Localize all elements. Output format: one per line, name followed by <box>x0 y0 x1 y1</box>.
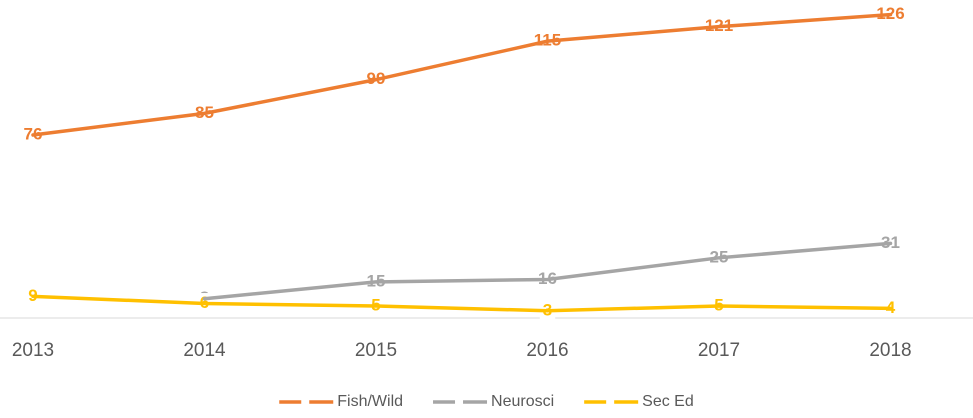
legend-label: Sec Ed <box>642 393 694 410</box>
legend-label: Neurosci <box>491 393 554 410</box>
x-tick-label: 2013 <box>12 340 54 361</box>
legend: Fish/Wild Neurosci Sec Ed <box>279 393 694 410</box>
series-line <box>31 12 893 137</box>
data-labels: 768599115121126815162531965354 <box>20 4 908 320</box>
legend-item: Sec Ed <box>584 393 694 410</box>
x-tick-label: 2018 <box>869 340 911 361</box>
x-tick-label: 2015 <box>355 340 397 361</box>
legend-label: Fish/Wild <box>337 393 403 410</box>
legend-item: Fish/Wild <box>279 393 403 410</box>
series-line <box>202 241 893 301</box>
legend-item: Neurosci <box>433 393 554 410</box>
x-tick-label: 2016 <box>526 340 568 361</box>
series-line <box>31 294 893 313</box>
x-tick-label: 2014 <box>183 340 226 361</box>
x-tick-label: 2017 <box>698 340 740 361</box>
